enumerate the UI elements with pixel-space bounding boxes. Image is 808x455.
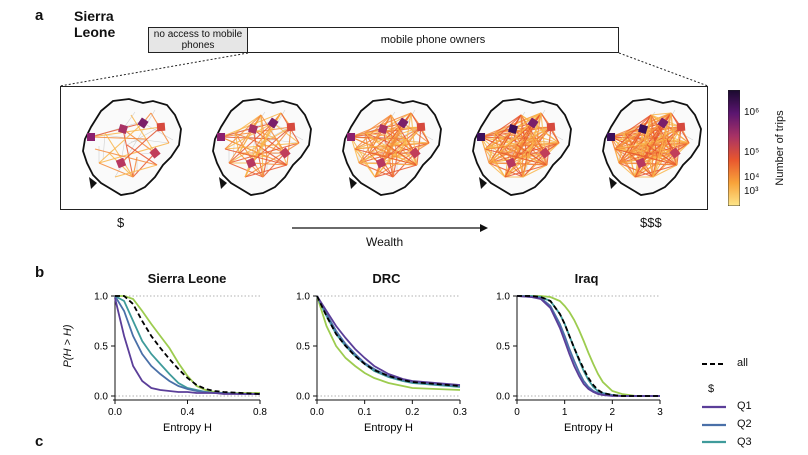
maps-frame	[60, 86, 708, 210]
x-tick-label: 0.0	[108, 407, 122, 418]
legend-swatch-q3-wrap	[702, 440, 726, 444]
series-line-all	[517, 295, 660, 397]
x-tick-label: 0.4	[181, 407, 195, 418]
x-tick-label: 0.3	[453, 407, 467, 418]
x-axis-label: Entropy H	[364, 422, 413, 434]
mobility-maps	[82, 98, 702, 196]
x-axis-label: Entropy H	[564, 422, 613, 434]
series-line-q2	[316, 295, 461, 387]
x-tick-label: 0	[514, 407, 520, 418]
y-tick-label: 0.5	[94, 342, 108, 353]
colorbar-gradient	[727, 89, 741, 207]
series-line-all	[115, 295, 261, 395]
series-line-q4	[316, 295, 461, 391]
y-tick-label: 1.0	[496, 292, 510, 303]
chart-title-drc: DRC	[372, 271, 401, 286]
legend-all-label: all	[737, 357, 749, 369]
series-line-all	[316, 295, 461, 387]
series-line-q1	[114, 297, 260, 395]
y-tick-label: 0.5	[296, 342, 310, 353]
legend-q3-label: Q3	[737, 436, 752, 448]
colorbar	[727, 89, 741, 207]
colorbar-tick-1e4: 10⁴	[744, 172, 760, 183]
colorbar-tick-1e3: 10³	[744, 186, 759, 197]
x-tick-label: 1	[562, 407, 568, 418]
colorbar-tick-1e6: 10⁶	[744, 107, 760, 118]
y-tick-label: 0.0	[94, 392, 108, 403]
sierra-leone-map-1	[82, 98, 182, 196]
x-axis-label: Entropy H	[163, 422, 212, 434]
panel-b-letter: b	[35, 264, 45, 281]
x-tick-label: 0.1	[358, 407, 372, 418]
x-tick-label: 0.0	[310, 407, 324, 418]
x-tick-label: 3	[657, 407, 663, 418]
series-line-q4	[517, 295, 660, 397]
no-access-bar: no access to mobile phones	[148, 27, 248, 53]
legend-swatches	[702, 363, 726, 427]
x-tick-label: 2	[610, 407, 616, 418]
wealth-axis-label: Wealth	[366, 235, 404, 249]
wealth-high-label: $$$	[640, 215, 662, 230]
y-tick-label: 0.0	[496, 392, 510, 403]
sierra-leone-map-5	[602, 98, 702, 196]
mobile-owners-bar: mobile phone owners	[247, 27, 619, 53]
panel-a-letter: a	[35, 7, 44, 24]
wealth-low-label: $	[117, 215, 125, 230]
colorbar-label: Number of trips	[774, 110, 786, 186]
y-tick-label: 1.0	[296, 292, 310, 303]
zoom-connector-lines	[59, 52, 709, 87]
sierra-leone-map-4	[472, 98, 572, 196]
series-line-q3	[517, 295, 660, 397]
y-tick-label: 1.0	[94, 292, 108, 303]
chart-title-sierra-leone: Sierra Leone	[147, 271, 227, 286]
sierra-leone-map-3	[342, 98, 442, 196]
chart-2: 0.0 0.5 1.0 0 1 2 3 Entropy H	[496, 292, 663, 435]
wealth-arrow	[292, 224, 488, 232]
legend-q1-label: Q1	[737, 400, 752, 412]
chart-0: 0.0 0.5 1.0 0.0 0.4 0.8 Entropy H	[94, 292, 267, 435]
colorbar-tick-1e5: 10⁵	[744, 147, 760, 158]
x-tick-label: 0.8	[253, 407, 267, 418]
x-tick-label: 0.2	[405, 407, 419, 418]
y-tick-label: 0.0	[296, 392, 310, 403]
series-line-q1	[316, 295, 461, 386]
panel-a-country-title: Sierra Leone	[74, 8, 116, 40]
legend-group-title: $	[708, 383, 715, 395]
chart-title-iraq: Iraq	[574, 271, 599, 286]
legend-q2-label: Q2	[737, 418, 752, 430]
sierra-leone-map-2	[212, 98, 312, 196]
panel-c-letter: c	[35, 433, 44, 450]
y-tick-label: 0.5	[496, 342, 510, 353]
chart-1: 0.0 0.5 1.0 0.0 0.1 0.2 0.3 Entropy H	[296, 292, 467, 435]
